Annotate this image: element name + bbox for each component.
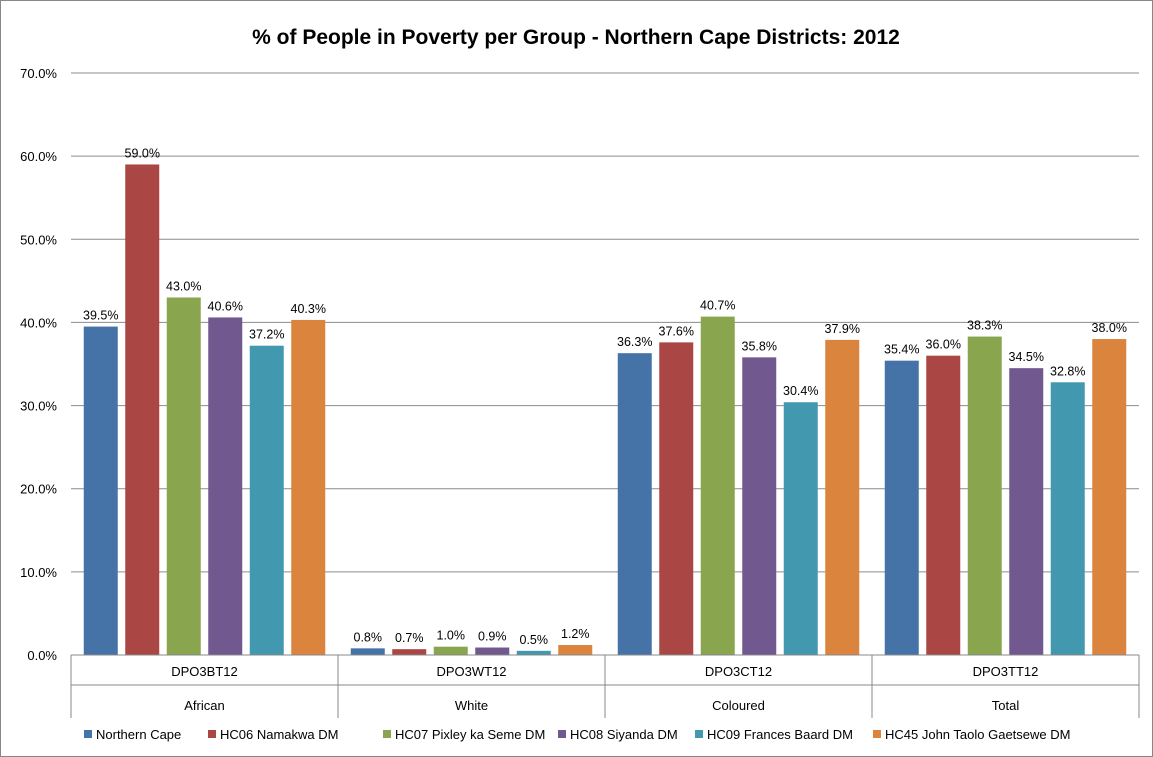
chart-title: % of People in Poverty per Group - North… — [252, 26, 900, 49]
bar — [617, 353, 652, 655]
legend-label: HC08 Siyanda DM — [570, 727, 678, 742]
data-label: 40.3% — [291, 302, 326, 316]
data-label: 35.8% — [742, 339, 777, 353]
legend-item: Northern Cape — [84, 727, 181, 742]
bar — [83, 326, 118, 655]
legend-item: HC07 Pixley ka Seme DM — [383, 727, 545, 742]
legend-swatch — [873, 730, 881, 738]
category-label: Total — [992, 698, 1020, 713]
bar — [433, 646, 468, 655]
data-label: 0.8% — [354, 630, 383, 644]
legend-item: HC09 Frances Baard DM — [695, 727, 853, 742]
data-label: 37.6% — [659, 324, 694, 338]
data-label: 37.2% — [249, 328, 284, 342]
gridlines — [71, 72, 1139, 656]
bars — [83, 164, 1127, 655]
data-label: 0.5% — [520, 633, 549, 647]
category-code-label: DPO3BT12 — [171, 664, 237, 679]
data-label: 30.4% — [783, 384, 818, 398]
data-label: 1.2% — [561, 627, 590, 641]
bar — [350, 648, 385, 655]
bar — [125, 164, 160, 655]
legend-label: Northern Cape — [96, 727, 181, 742]
data-label: 32.8% — [1050, 364, 1085, 378]
y-tick-label: 60.0% — [20, 149, 57, 164]
x-axis: DPO3BT12 African DPO3WT12 White DPO3CT12 Colo… — [70, 654, 1140, 718]
data-label: 40.6% — [208, 299, 243, 313]
data-label: 0.9% — [478, 630, 507, 644]
legend-item: HC45 John Taolo Gaetsewe DM — [873, 727, 1070, 742]
data-label: 34.5% — [1009, 350, 1044, 364]
bar — [825, 339, 860, 655]
bar — [1092, 339, 1127, 655]
bar — [884, 360, 919, 655]
category-code-label: DPO3WT12 — [436, 664, 506, 679]
data-label: 39.5% — [83, 309, 118, 323]
bar — [926, 355, 961, 655]
legend-label: HC09 Frances Baard DM — [707, 727, 853, 742]
legend-swatch — [208, 730, 216, 738]
y-tick-label: 10.0% — [20, 565, 57, 580]
legend: Northern Cape HC06 Namakwa DM HC07 Pixley … — [84, 727, 1070, 742]
bar — [783, 402, 818, 655]
bar — [700, 316, 735, 655]
data-label: 1.0% — [437, 629, 466, 643]
bar — [558, 645, 593, 655]
legend-item: HC06 Namakwa DM — [208, 727, 338, 742]
y-tick-label: 20.0% — [20, 482, 57, 497]
y-tick-label: 0.0% — [27, 648, 57, 663]
legend-label: HC07 Pixley ka Seme DM — [395, 727, 545, 742]
y-tick-label: 30.0% — [20, 399, 57, 414]
bar — [659, 342, 694, 655]
category-label: African — [184, 698, 224, 713]
category-label: Coloured — [712, 698, 765, 713]
data-label: 36.0% — [926, 338, 961, 352]
y-tick-label: 40.0% — [20, 315, 57, 330]
category-code-label: DPO3CT12 — [705, 664, 772, 679]
data-label: 0.7% — [395, 631, 424, 645]
data-label: 40.7% — [700, 299, 735, 313]
legend-swatch — [695, 730, 703, 738]
bar — [1009, 368, 1044, 655]
legend-swatch — [84, 730, 92, 738]
bar — [516, 650, 551, 655]
data-label: 38.3% — [967, 319, 1002, 333]
bar — [967, 336, 1002, 655]
legend-item: HC08 Siyanda DM — [558, 727, 678, 742]
y-tick-label: 70.0% — [20, 66, 57, 81]
legend-label: HC06 Namakwa DM — [220, 727, 338, 742]
legend-swatch — [558, 730, 566, 738]
data-label: 37.9% — [825, 322, 860, 336]
bar — [249, 345, 284, 655]
y-tick-label: 50.0% — [20, 232, 57, 247]
category-label: White — [455, 698, 488, 713]
data-label: 59.0% — [125, 146, 160, 160]
bar — [1050, 382, 1085, 655]
bar — [291, 319, 326, 655]
bar — [742, 357, 777, 655]
category-code-label: DPO3TT12 — [973, 664, 1039, 679]
data-label: 38.0% — [1092, 321, 1127, 335]
data-label: 36.3% — [617, 335, 652, 349]
bar — [166, 297, 201, 655]
bar — [208, 317, 243, 655]
data-labels: 39.5% 0.8% 36.3% 35.4% 59.0% 0.7% 37.6% 36.0% 43… — [83, 146, 1127, 646]
y-axis: 0.0% 10.0% 20.0% 30.0% 40.0% 50.0% 60.0% 70.0% — [20, 66, 57, 663]
legend-swatch — [383, 730, 391, 738]
data-label: 35.4% — [884, 343, 919, 357]
bar — [392, 649, 427, 655]
data-label: 43.0% — [166, 279, 201, 293]
bar — [475, 647, 510, 655]
legend-label: HC45 John Taolo Gaetsewe DM — [885, 727, 1070, 742]
